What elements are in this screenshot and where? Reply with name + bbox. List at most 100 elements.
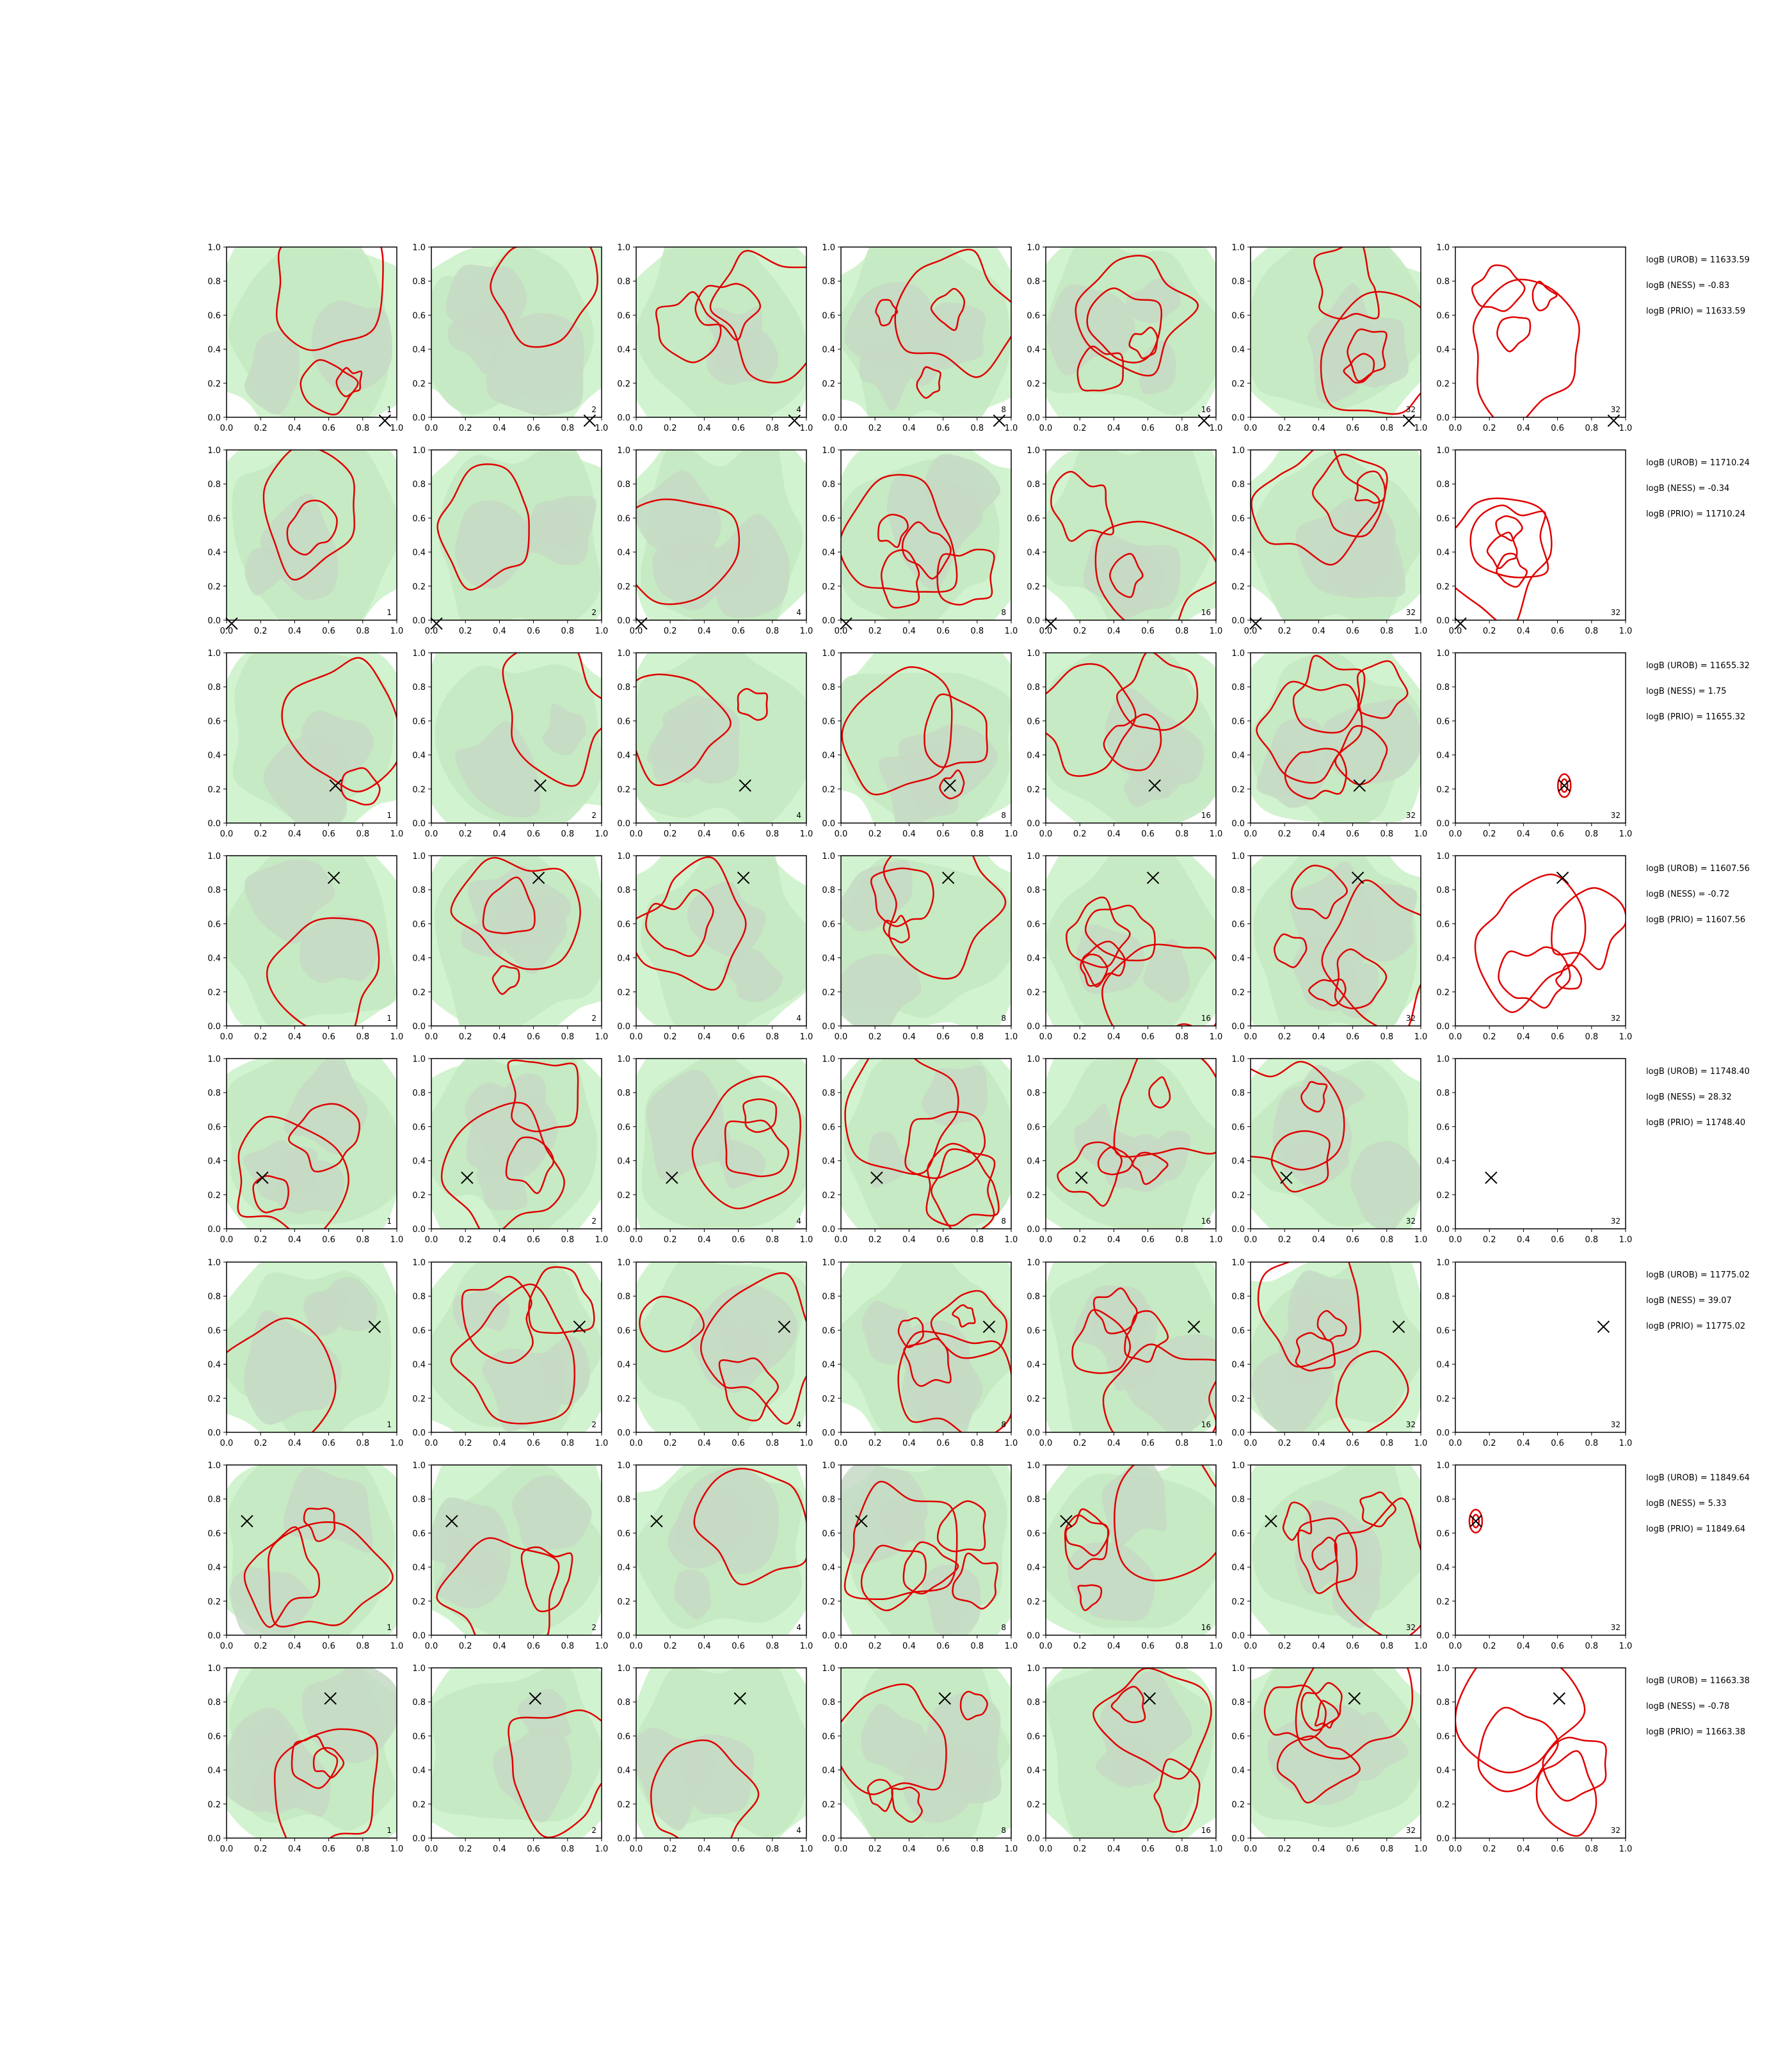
y-tick-label: 0.4 — [1231, 548, 1245, 558]
y-tick-label: 0.6 — [1231, 717, 1245, 726]
density-fill-core — [511, 1475, 592, 1552]
y-tick-label: 0.0 — [617, 1225, 630, 1235]
x-tick-label: 0.2 — [1278, 1439, 1292, 1448]
x-tick-label: 1.0 — [1210, 1642, 1223, 1651]
x-tick-label: 0.2 — [664, 829, 677, 839]
y-tick-label: 0.4 — [822, 954, 835, 964]
density-fill-core — [299, 915, 379, 984]
density-fill-core — [1102, 1465, 1167, 1548]
contour-line — [1057, 1141, 1123, 1207]
contour-line — [1297, 1517, 1358, 1594]
y-tick-label: 0.8 — [822, 886, 835, 895]
axes-frame — [1045, 1058, 1217, 1229]
x-tick-label: 0.0 — [630, 627, 643, 636]
x-tick-label: 0.2 — [1483, 1032, 1496, 1042]
y-tick-label: 0.2 — [1027, 988, 1040, 998]
panel-r8-c4: 8 0.00.0 0.2 0.2 0.4 0.4 0.6 0.6 0.8 0.8 1.0 1.0 — [822, 1664, 1018, 1854]
panel-r3-c7: 32 0.00.0 0.2 0.2 0.4 0.4 0.6 0.6 0.8 0.8 1.0 1.0 — [1436, 649, 1632, 839]
contour-line — [867, 1779, 893, 1812]
x-tick-label: 1.0 — [390, 829, 404, 839]
x-tick-label: 0.2 — [1073, 1844, 1087, 1854]
y-tick-label: 0.8 — [617, 1292, 630, 1302]
contour-line — [461, 1276, 534, 1364]
panel-label: 1 — [387, 1826, 392, 1835]
logB-annotation: logB (UROB) = 11775.02 — [1646, 1270, 1750, 1280]
axes-frame — [431, 855, 602, 1027]
y-tick-label: 0.2 — [412, 380, 426, 389]
y-tick-label: 0.6 — [1436, 717, 1450, 726]
density-fill-core — [493, 893, 568, 975]
axes-frame — [431, 652, 602, 824]
x-tick-label: 0.6 — [1141, 1439, 1155, 1448]
axes-frame — [636, 1058, 807, 1229]
density-fill-core — [687, 881, 766, 957]
contour-line — [1471, 264, 1526, 312]
x-tick-label: 0.2 — [459, 1642, 472, 1651]
x-tick-label: 0.4 — [288, 1642, 301, 1651]
x-tick-label: 0.8 — [356, 627, 369, 636]
panel-r2-c3: 4 0.00.0 0.2 0.2 0.4 0.4 0.6 0.6 0.8 0.8 1.0 1.0 — [617, 446, 813, 636]
y-tick-label: 0.0 — [207, 1225, 221, 1235]
x-tick-label: 0.4 — [1312, 1439, 1325, 1448]
panel-r7-c1: 1 0.00.0 0.2 0.2 0.4 0.4 0.6 0.6 0.8 0.8 1.0 1.0 — [207, 1461, 403, 1651]
y-tick-label: 0.0 — [1027, 1834, 1040, 1844]
x-tick-label: 1.0 — [1210, 829, 1223, 839]
x-tick-label: 0.2 — [868, 627, 882, 636]
y-tick-label: 0.0 — [1027, 1022, 1040, 1032]
x-tick-label: 0.6 — [322, 1844, 335, 1854]
x-tick-label: 0.8 — [1380, 1439, 1393, 1448]
y-tick-label: 0.4 — [1231, 1361, 1245, 1370]
contour-line — [1359, 1491, 1396, 1528]
y-tick-label: 0.2 — [1027, 380, 1040, 389]
contour-line — [1116, 653, 1199, 731]
x-tick-label: 0.4 — [1517, 1235, 1530, 1245]
y-tick-label: 0.6 — [1436, 311, 1450, 321]
logB-annotation: logB (UROB) = 11849.64 — [1646, 1473, 1750, 1483]
panel-r4-c7: 32 0.00.0 0.2 0.2 0.4 0.4 0.6 0.6 0.8 0.8 1.0 1.0 — [1436, 852, 1632, 1042]
panel-label: 2 — [591, 1623, 596, 1632]
contour-line — [1334, 1498, 1421, 1635]
y-tick-label: 0.8 — [1436, 683, 1450, 692]
contour-line — [237, 1116, 349, 1229]
y-tick-label: 0.6 — [412, 1732, 426, 1741]
logB-annotation: logB (PRIO) = 11607.56 — [1646, 915, 1745, 925]
contour-line — [1065, 1508, 1110, 1556]
x-tick-label: 0.8 — [1380, 829, 1393, 839]
panel-label: 32 — [1406, 811, 1416, 820]
y-tick-label: 0.4 — [1436, 1361, 1450, 1370]
x-tick-label: 1.0 — [800, 829, 813, 839]
density-fill-core — [244, 860, 335, 944]
y-tick-label: 0.8 — [1231, 683, 1245, 692]
y-tick-label: 1.0 — [1436, 243, 1450, 253]
y-tick-label: 0.8 — [822, 1698, 835, 1708]
axes-frame — [1045, 652, 1217, 824]
x-tick-label: 0.6 — [527, 1844, 540, 1854]
y-tick-label: 0.2 — [1436, 1800, 1450, 1810]
y-tick-label: 0.0 — [1231, 1428, 1245, 1438]
x-tick-label: 0.2 — [1278, 1642, 1292, 1651]
contour-line — [436, 1537, 560, 1635]
axes-frame — [1455, 246, 1626, 418]
y-tick-label: 0.6 — [1436, 1732, 1450, 1741]
contour-line — [930, 1290, 1008, 1359]
x-tick-label: 0.4 — [698, 1439, 711, 1448]
x-tick-label: 0.6 — [732, 1642, 745, 1651]
contour-line — [1496, 316, 1532, 353]
contour-line — [877, 513, 909, 548]
panel-label: 16 — [1201, 405, 1211, 414]
density-fill-core — [311, 300, 393, 391]
contour-line — [288, 1103, 360, 1172]
true-parameter-marker — [666, 1171, 678, 1184]
contour-line — [1535, 1750, 1597, 1837]
x-tick-label: 0.6 — [936, 627, 950, 636]
x-tick-label: 0.2 — [254, 829, 268, 839]
density-fill-core — [455, 721, 540, 818]
y-tick-label: 0.4 — [617, 954, 630, 964]
true-parameter-marker — [1143, 1692, 1156, 1705]
axes-frame — [1455, 855, 1626, 1027]
panel-r5-c4: 8 0.00.0 0.2 0.2 0.4 0.4 0.6 0.6 0.8 0.8 1.0 1.0 — [822, 1055, 1018, 1245]
x-tick-label: 1.0 — [1210, 627, 1223, 636]
x-tick-label: 0.2 — [868, 1642, 882, 1651]
y-tick-label: 0.4 — [617, 751, 630, 761]
x-tick-label: 0.2 — [1073, 1235, 1087, 1245]
